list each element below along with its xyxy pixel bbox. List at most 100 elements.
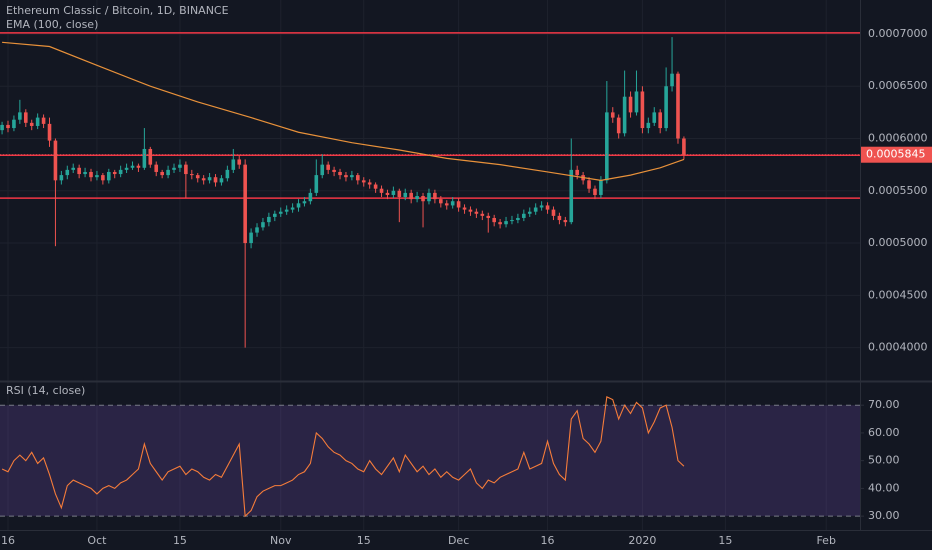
x-tick-label: Nov bbox=[270, 534, 292, 547]
candle-body bbox=[267, 216, 271, 223]
candle-body bbox=[403, 192, 408, 198]
rsi-band bbox=[0, 405, 860, 517]
x-tick-label: Oct bbox=[87, 534, 107, 547]
candle-body bbox=[646, 122, 651, 129]
candle-body bbox=[219, 178, 224, 183]
candle-body bbox=[83, 171, 87, 175]
x-tick-label: 16 bbox=[1, 534, 15, 547]
candle-body bbox=[178, 164, 182, 168]
y-tick-label: 0.0006500 bbox=[868, 79, 928, 92]
candle-body bbox=[545, 205, 550, 210]
candle-body bbox=[504, 221, 508, 225]
candle-body bbox=[243, 164, 247, 244]
y-tick-label: 50.00 bbox=[868, 454, 900, 467]
candle-body bbox=[415, 196, 419, 200]
candle-body bbox=[213, 177, 218, 183]
candle-body bbox=[142, 148, 147, 168]
candle-body bbox=[480, 213, 485, 216]
candle-body bbox=[53, 140, 58, 181]
candle-body bbox=[112, 171, 117, 175]
candle-body bbox=[77, 167, 81, 175]
candle-body bbox=[640, 91, 645, 129]
candle-body bbox=[569, 169, 574, 223]
candle-body bbox=[421, 196, 425, 202]
y-tick-label: 0.0004500 bbox=[868, 288, 928, 301]
candle-body bbox=[249, 232, 253, 244]
candle-body bbox=[533, 207, 538, 212]
candle-body bbox=[664, 86, 668, 129]
candle-body bbox=[427, 192, 431, 202]
y-tick-label: 70.00 bbox=[868, 398, 900, 411]
candle-body bbox=[439, 199, 443, 204]
candle-body bbox=[557, 215, 562, 221]
candle-body bbox=[510, 220, 514, 222]
candle-body bbox=[444, 203, 449, 206]
rsi-line bbox=[1, 396, 685, 518]
candle-body bbox=[539, 205, 544, 208]
candle-body bbox=[498, 222, 502, 225]
candle-body bbox=[391, 190, 396, 195]
candle-body bbox=[587, 180, 591, 189]
candle-body bbox=[290, 207, 295, 210]
candle-body bbox=[302, 201, 307, 204]
candle-body bbox=[563, 220, 568, 223]
candle-body bbox=[462, 207, 467, 210]
last-price-badge bbox=[861, 146, 932, 163]
candle-body bbox=[367, 182, 372, 185]
y-tick-label: 0.0007000 bbox=[868, 27, 928, 40]
candle-body bbox=[676, 73, 680, 139]
x-tick-label: Feb bbox=[816, 534, 835, 547]
candle-body bbox=[6, 124, 10, 129]
candle-body bbox=[468, 209, 473, 212]
candle-body bbox=[332, 169, 336, 172]
candle-body bbox=[278, 211, 283, 214]
candle-body bbox=[101, 175, 105, 181]
candle-body bbox=[124, 167, 129, 170]
candle-body bbox=[184, 164, 188, 175]
candle-body bbox=[237, 159, 242, 165]
candle-body bbox=[118, 169, 123, 175]
candle-body bbox=[255, 227, 259, 233]
candle-body bbox=[0, 124, 4, 131]
candle-body bbox=[320, 164, 325, 176]
candle-body bbox=[670, 73, 674, 87]
candle-body bbox=[314, 175, 319, 193]
candle-body bbox=[136, 165, 141, 168]
candle-body bbox=[29, 122, 34, 126]
ema-line bbox=[2, 41, 685, 181]
candle-body bbox=[682, 138, 686, 155]
candle-body bbox=[273, 213, 277, 217]
candle-body bbox=[225, 169, 230, 179]
candle-body bbox=[634, 91, 639, 113]
candle-body bbox=[522, 213, 526, 218]
candle-body bbox=[516, 217, 520, 221]
candle-body bbox=[492, 217, 496, 223]
candle-body bbox=[23, 112, 28, 123]
candle-body bbox=[397, 190, 402, 198]
x-tick-label: 15 bbox=[357, 534, 371, 547]
candle-body bbox=[605, 112, 609, 181]
marks bbox=[0, 32, 860, 518]
candle-body bbox=[12, 119, 16, 129]
y-tick-label: 0.0005000 bbox=[868, 236, 928, 249]
candle-body bbox=[616, 117, 621, 134]
candle-body bbox=[154, 164, 159, 172]
candle-body bbox=[195, 175, 200, 179]
candle-body bbox=[261, 222, 265, 228]
y-tick-label: 0.0005500 bbox=[868, 184, 928, 197]
x-tick-label: 2020 bbox=[628, 534, 656, 547]
candle-body bbox=[190, 174, 194, 176]
candle-body bbox=[379, 188, 384, 193]
candle-body bbox=[296, 203, 301, 208]
candle-body bbox=[652, 112, 657, 123]
candle-body bbox=[373, 184, 378, 189]
candle-body bbox=[433, 192, 437, 200]
candle-body bbox=[409, 192, 413, 200]
candle-body bbox=[527, 211, 532, 214]
y-tick-label: 60.00 bbox=[868, 426, 900, 439]
grid bbox=[0, 0, 864, 530]
candle-body bbox=[201, 178, 206, 181]
candle-body bbox=[622, 96, 627, 134]
